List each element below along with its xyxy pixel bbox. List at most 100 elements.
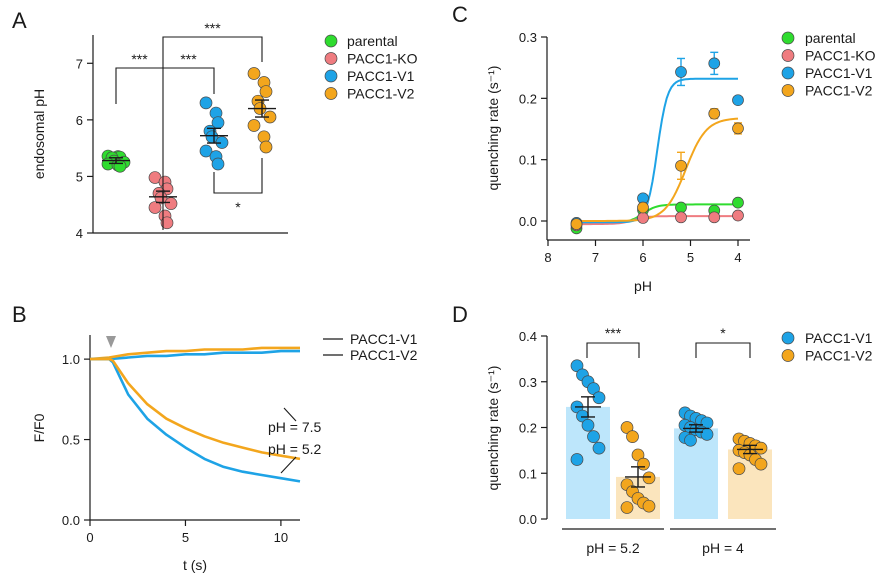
c-x-label: pH (634, 278, 652, 294)
c-ytick-label: 0.1 (519, 153, 537, 168)
panel-b: B 0.0 0.5 1.0 0 5 10 t (s) F/F0 pH = 7.5 pH = 5.2 P… (12, 302, 418, 573)
c-legend-marker (781, 31, 795, 45)
d-data-point (581, 418, 595, 432)
a-group-PACC1-KO (148, 171, 178, 230)
c-ytick-label: 0.0 (519, 214, 537, 229)
a-data-point (211, 157, 225, 171)
a-bracket-line (162, 36, 263, 68)
c-data-point (675, 66, 687, 78)
d-legend-marker (781, 349, 795, 362)
b-trace-pacc1-v1-ph75 (90, 349, 300, 361)
a-group-PACC1-V1 (199, 96, 229, 171)
d-sem-bar (689, 424, 703, 433)
d-legend: PACC1-V1 PACC1-V2 (781, 330, 873, 364)
a-ytick-label: 5 (76, 169, 83, 184)
c-legend-marker (781, 84, 795, 97)
c-legend-label: parental (805, 30, 856, 46)
b-xtick-label: 0 (86, 530, 93, 545)
a-data-point (164, 197, 178, 210)
c-ytick-label: 0.3 (519, 30, 537, 45)
a-data-point (154, 191, 168, 205)
b-ytick-label: 0.0 (62, 513, 80, 528)
a-data-point (247, 119, 261, 132)
d-sig-bracket: * (695, 325, 751, 358)
a-group-parental (101, 149, 131, 173)
a-y-label: endosomal pH (31, 89, 47, 179)
c-data-point (732, 122, 744, 135)
d-sem-bar (581, 396, 595, 418)
b-annotation-ph75: pH = 7.5 (268, 419, 322, 435)
a-sig-label: * (235, 199, 241, 215)
a-legend-marker (324, 34, 338, 48)
d-data-point (570, 453, 584, 466)
d-bracket-line (586, 342, 640, 358)
a-group-PACC1-V2 (247, 67, 277, 154)
c-data-point (732, 209, 744, 222)
b-annotation-ph52: pH = 5.2 (268, 441, 322, 457)
a-sig-label: *** (131, 51, 148, 67)
c-data-point (637, 212, 649, 224)
d-bracket-line (695, 342, 751, 358)
d-data-point (626, 430, 639, 443)
a-ytick-label: 4 (76, 226, 83, 241)
b-y-label: F/F0 (31, 413, 47, 442)
d-sem-bar (631, 466, 645, 488)
d-data-point (637, 457, 650, 471)
panel-d: D 0.0 0.1 0.2 0.3 0.4 quenching rate (s⁻¹) pH =… (452, 302, 873, 556)
d-data-point (592, 441, 606, 455)
c-data-point (708, 57, 721, 70)
c-data-point (570, 218, 583, 230)
d-sig-bracket: *** (586, 325, 640, 358)
panel-label-c: C (452, 2, 468, 27)
a-bracket-line (213, 158, 263, 194)
a-data-point (199, 144, 213, 158)
b-trace-pacc1-v2-ph75 (89, 346, 300, 361)
a-legend-marker (324, 52, 338, 65)
a-legend-label: parental (347, 33, 398, 49)
a-data-point (247, 67, 261, 80)
b-xtick-label: 5 (182, 530, 189, 545)
d-data-point (754, 457, 768, 471)
c-fit-curve-pacc1-v1 (576, 77, 738, 224)
a-data-point (199, 96, 213, 110)
d-legend-label: PACC1-V2 (805, 348, 873, 364)
d-data-point (642, 499, 656, 513)
c-legend-label: PACC1-V1 (805, 65, 873, 81)
d-data-point (700, 428, 714, 441)
panel-c: C 0.0 0.1 0.2 0.3 8 7 6 5 4 pH quenching rate (s⁻¹)… (452, 2, 876, 294)
b-annot-leader-ph75 (283, 407, 297, 422)
c-legend-label: PACC1-KO (805, 48, 876, 64)
c-y-label: quenching rate (s⁻¹) (485, 66, 501, 191)
d-sig-label: * (720, 325, 726, 341)
b-ytick-label: 1.0 (62, 352, 80, 367)
panel-label-d: D (452, 302, 468, 327)
a-legend-marker (324, 69, 338, 83)
d-ytick-label: 0.1 (519, 466, 537, 481)
c-ytick-label: 0.2 (519, 91, 537, 106)
c-xtick-label: 7 (592, 250, 599, 265)
d-category-label: pH = 5.2 (586, 540, 640, 556)
d-sig-label: *** (605, 325, 622, 341)
c-data-point (637, 201, 649, 214)
d-sem-bar (743, 444, 757, 455)
a-legend-label: PACC1-V1 (347, 68, 415, 84)
a-ytick-label: 6 (76, 113, 83, 128)
d-ytick-label: 0.2 (519, 421, 537, 436)
c-xtick-label: 8 (544, 250, 551, 265)
d-series-pacc1-v2 (616, 421, 772, 519)
b-trace-pacc1-v2-ph52 (90, 357, 301, 461)
d-data-point (642, 471, 656, 485)
a-data-point (148, 201, 162, 214)
b-legend-label: PACC1-V2 (350, 347, 418, 363)
c-xtick-label: 5 (687, 250, 694, 265)
b-stimulus-arrow-icon (106, 336, 116, 348)
a-sem-bar (207, 127, 221, 144)
a-sig-label: *** (180, 51, 197, 67)
a-sig-bracket-parental-ko: *** (115, 51, 164, 230)
c-legend-marker (781, 66, 795, 80)
